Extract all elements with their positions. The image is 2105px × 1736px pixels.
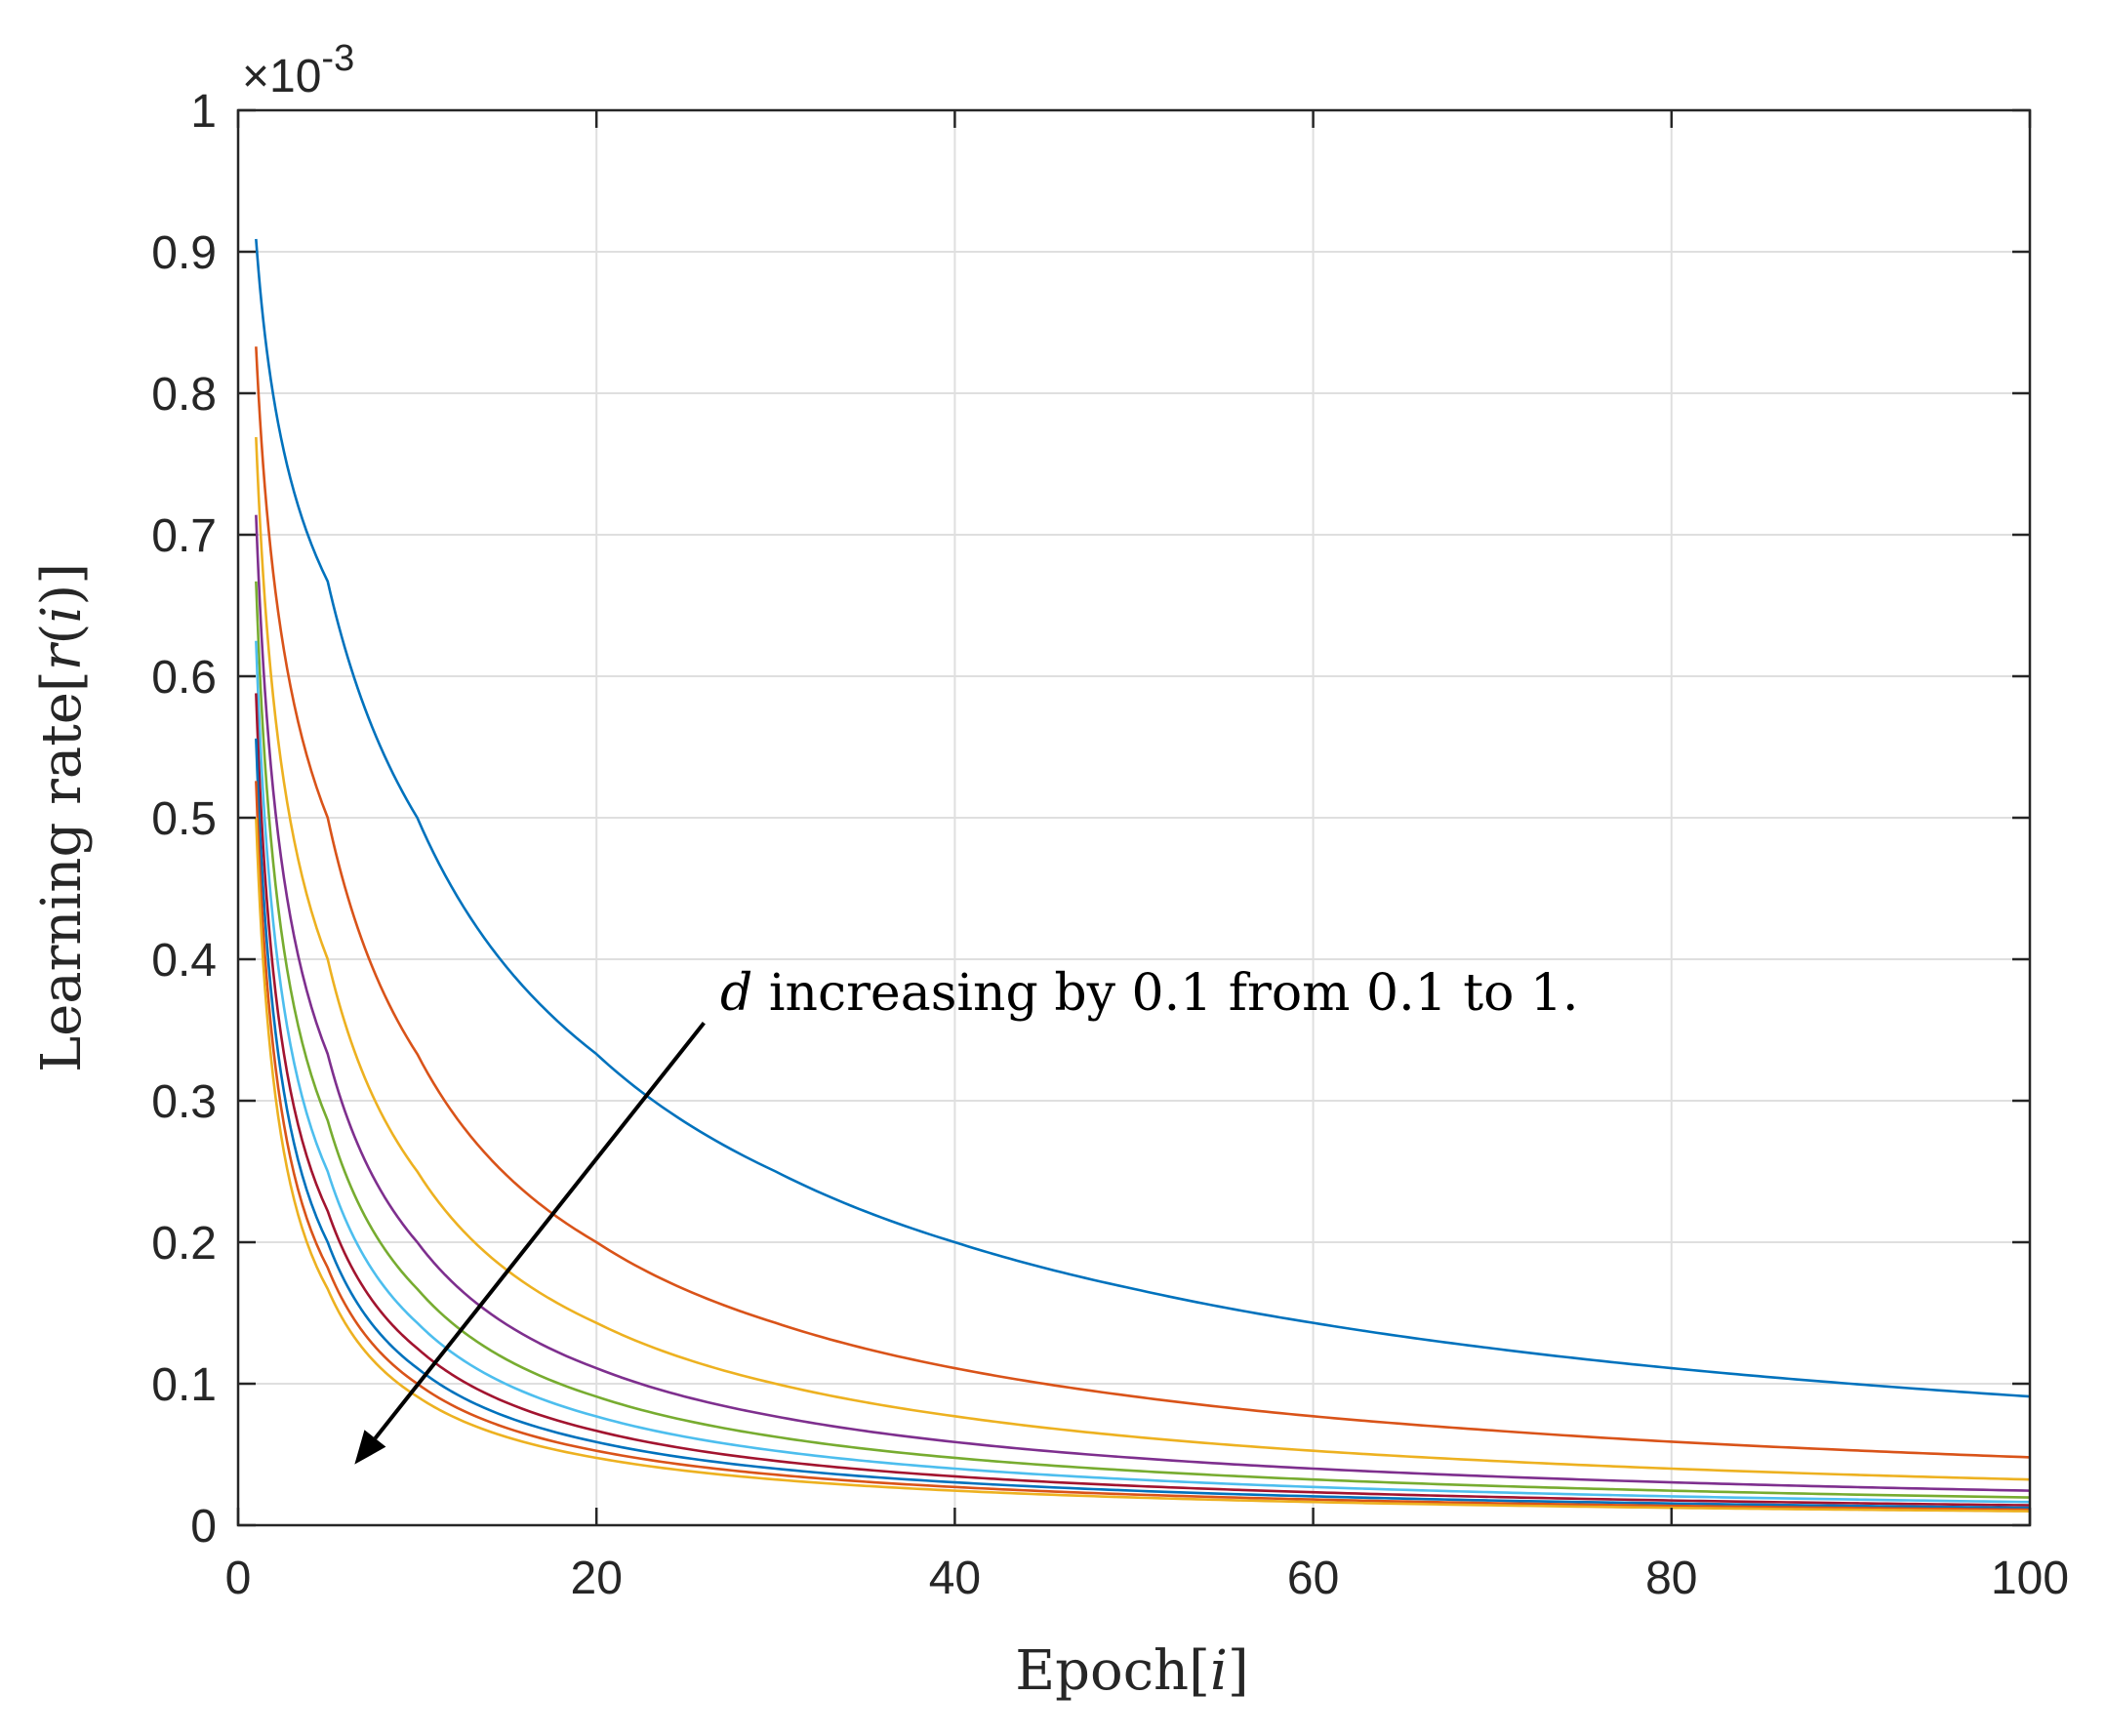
arrow-head — [354, 1430, 386, 1465]
axis-ticks — [236, 108, 2032, 1527]
series-line-d-1 — [255, 817, 2031, 1513]
x-axis-label: Epoch[i] — [1015, 1639, 1249, 1703]
y-tick-label: 0.5 — [151, 793, 217, 845]
annotation-text: d increasing by 0.1 from 0.1 to 1. — [720, 964, 1579, 1023]
arrow-shaft — [373, 1022, 706, 1440]
x-tick-label: 0 — [225, 1553, 252, 1604]
y-tick-label: 0 — [190, 1501, 217, 1553]
y-axis-label: Learning rate[r(i)] — [30, 563, 94, 1072]
y-exponent-base: ×10 — [242, 51, 321, 102]
annotation-arrow — [354, 1022, 706, 1465]
series-line-d-0.8 — [255, 738, 2031, 1510]
series-line-d-0.5 — [255, 581, 2031, 1499]
y-tick-labels: 0 0.1 0.2 0.3 0.4 0.5 0.6 0.7 0.8 0.9 1 — [151, 86, 217, 1553]
series-line-d-0.7 — [255, 693, 2031, 1507]
y-axis-exponent: ×10-3 — [242, 38, 354, 102]
x-tick-label: 80 — [1645, 1553, 1697, 1604]
series-line-d-0.1 — [255, 238, 2031, 1398]
grid-lines — [237, 109, 2031, 1526]
x-tick-label: 40 — [929, 1553, 981, 1604]
y-exponent-power: -3 — [321, 38, 354, 79]
series-line-d-0.9 — [255, 781, 2031, 1512]
y-tick-label: 0.7 — [151, 510, 217, 562]
y-tick-label: 0.2 — [151, 1218, 217, 1270]
x-tick-label: 20 — [571, 1553, 623, 1604]
x-tick-label: 60 — [1287, 1553, 1339, 1604]
y-tick-label: 1 — [190, 86, 217, 138]
y-tick-label: 0.4 — [151, 935, 217, 987]
x-tick-labels: 0 20 40 60 80 100 — [225, 1553, 2069, 1604]
x-tick-label: 100 — [1991, 1553, 2069, 1604]
series-line-d-0.2 — [255, 346, 2031, 1459]
y-tick-label: 0.1 — [151, 1359, 217, 1411]
series-lines — [255, 238, 2031, 1513]
y-tick-label: 0.9 — [151, 227, 217, 279]
series-line-d-0.6 — [255, 640, 2031, 1504]
y-tick-label: 0.6 — [151, 652, 217, 704]
y-tick-label: 0.8 — [151, 369, 217, 421]
series-line-d-0.3 — [255, 436, 2031, 1481]
series-line-d-0.4 — [255, 514, 2031, 1492]
y-tick-label: 0.3 — [151, 1076, 217, 1128]
